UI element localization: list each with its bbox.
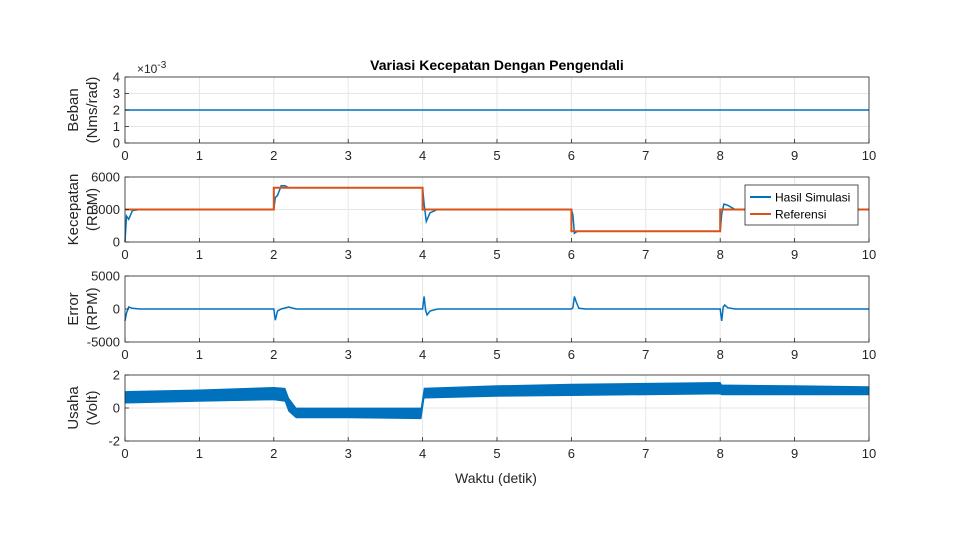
y-tick-label: 6000 bbox=[91, 170, 120, 185]
y-exponent-label: ×10-3 bbox=[137, 60, 167, 76]
x-tick-label: 2 bbox=[270, 347, 277, 362]
x-tick-label: 2 bbox=[270, 247, 277, 262]
x-tick-label: 0 bbox=[121, 148, 128, 163]
chart-title: Variasi Kecepatan Dengan Pengendali bbox=[370, 57, 624, 73]
y-axis-label-line: Usaha bbox=[65, 386, 82, 430]
y-axis-label-line: Beban bbox=[65, 88, 82, 131]
x-tick-label: 4 bbox=[419, 446, 426, 461]
exponent-part: ×10 bbox=[137, 62, 158, 76]
x-tick-label: 1 bbox=[196, 446, 203, 461]
y-tick-label: -2 bbox=[108, 434, 120, 449]
y-axis-label-line: (RPM) bbox=[84, 188, 101, 231]
x-tick-label: 10 bbox=[862, 347, 876, 362]
x-tick-label: 7 bbox=[642, 347, 649, 362]
x-tick-label: 9 bbox=[791, 247, 798, 262]
x-tick-label: 3 bbox=[345, 148, 352, 163]
y-tick-label: 4 bbox=[113, 70, 120, 85]
x-tick-label: 3 bbox=[345, 347, 352, 362]
y-tick-label: 0 bbox=[113, 136, 120, 151]
y-axis-label-line: (Nms/rad) bbox=[84, 77, 101, 144]
y-axis-label-3: Error (RPM) bbox=[65, 287, 101, 330]
x-tick-label: 8 bbox=[717, 148, 724, 163]
x-tick-label: 9 bbox=[791, 148, 798, 163]
exponent-part: -3 bbox=[157, 60, 166, 71]
x-tick-label: 0 bbox=[121, 446, 128, 461]
x-tick-label: 7 bbox=[642, 446, 649, 461]
x-tick-label: 4 bbox=[419, 247, 426, 262]
x-tick-label: 6 bbox=[568, 347, 575, 362]
x-tick-label: 2 bbox=[270, 446, 277, 461]
y-axis-label-line: Error bbox=[65, 292, 82, 325]
x-tick-label: 4 bbox=[419, 148, 426, 163]
x-tick-label: 9 bbox=[791, 446, 798, 461]
x-tick-label: 4 bbox=[419, 347, 426, 362]
x-tick-label: 10 bbox=[862, 148, 876, 163]
y-tick-label: 2 bbox=[113, 368, 120, 383]
y-tick-label: 3 bbox=[113, 86, 120, 101]
x-tick-label: 8 bbox=[717, 247, 724, 262]
x-tick-label: 10 bbox=[862, 247, 876, 262]
x-tick-label: 0 bbox=[121, 247, 128, 262]
legend-box bbox=[744, 184, 859, 226]
x-tick-label: 5 bbox=[493, 347, 500, 362]
legend-entry: Hasil Simulasi bbox=[775, 191, 850, 205]
y-axis-label-1: Beban (Nms/rad) bbox=[65, 77, 101, 144]
y-tick-label: 0 bbox=[113, 235, 120, 250]
x-tick-label: 5 bbox=[493, 446, 500, 461]
x-tick-label: 7 bbox=[642, 247, 649, 262]
x-tick-label: 1 bbox=[196, 347, 203, 362]
x-tick-label: 0 bbox=[121, 347, 128, 362]
y-axis-label-4: Usaha (Volt) bbox=[65, 386, 101, 430]
x-tick-label: 1 bbox=[196, 247, 203, 262]
x-tick-label: 10 bbox=[862, 446, 876, 461]
y-tick-label: 0 bbox=[113, 401, 120, 416]
y-tick-label: 1 bbox=[113, 119, 120, 134]
y-tick-label: 2 bbox=[113, 103, 120, 118]
x-tick-label: 5 bbox=[493, 247, 500, 262]
y-axis-label-2: Kecepatan (RPM) bbox=[65, 174, 101, 246]
x-tick-label: 8 bbox=[717, 347, 724, 362]
y-axis-label-line: Kecepatan bbox=[65, 174, 82, 246]
y-axis-label-line: (Volt) bbox=[84, 390, 101, 425]
x-tick-label: 3 bbox=[345, 247, 352, 262]
y-tick-label: 5000 bbox=[91, 269, 120, 284]
y-axis-label-line: (RPM) bbox=[84, 287, 101, 330]
x-tick-label: 1 bbox=[196, 148, 203, 163]
series-line-3 bbox=[124, 296, 869, 322]
x-tick-label: 6 bbox=[568, 446, 575, 461]
x-tick-label: 6 bbox=[568, 247, 575, 262]
x-tick-label: 7 bbox=[642, 148, 649, 163]
y-tick-label: 3000 bbox=[91, 202, 120, 217]
x-tick-label: 9 bbox=[791, 347, 798, 362]
x-tick-label: 6 bbox=[568, 148, 575, 163]
x-axis-label: Waktu (detik) bbox=[455, 470, 537, 486]
x-tick-label: 8 bbox=[717, 446, 724, 461]
x-tick-label: 2 bbox=[270, 148, 277, 163]
series-referensi bbox=[125, 186, 869, 233]
y-tick-label: 0 bbox=[113, 302, 120, 317]
x-tick-label: 5 bbox=[493, 148, 500, 163]
x-tick-label: 3 bbox=[345, 446, 352, 461]
legend-entry: Referensi bbox=[775, 208, 826, 222]
y-tick-label: -5000 bbox=[87, 335, 120, 350]
